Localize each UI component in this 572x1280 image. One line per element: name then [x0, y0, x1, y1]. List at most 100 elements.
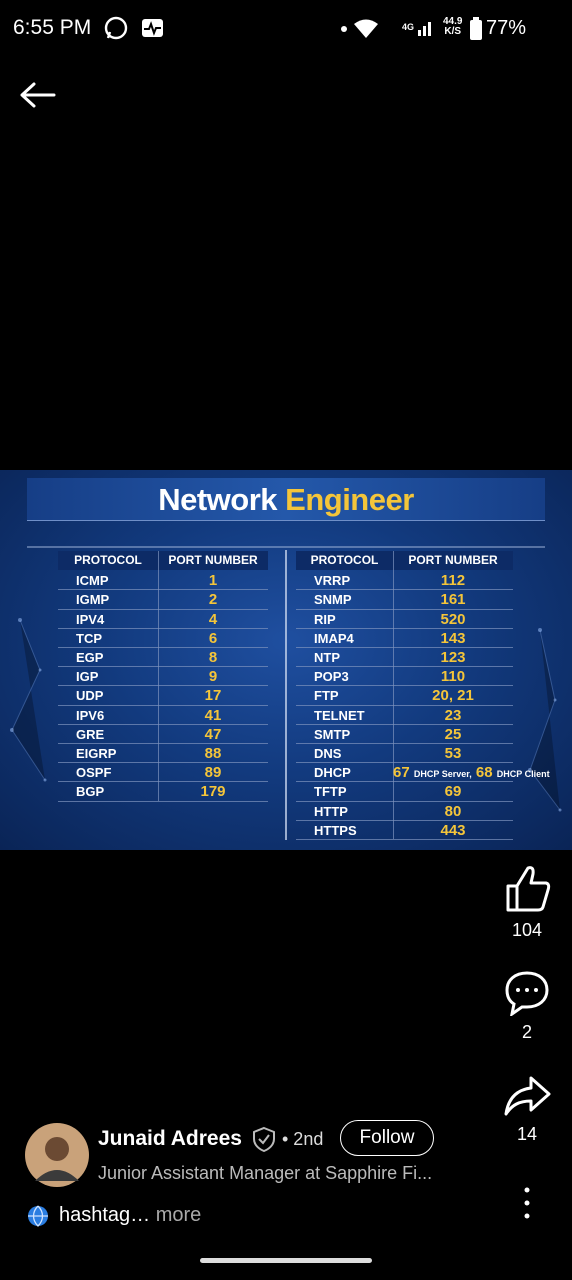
protocol-cell: HTTPS [314, 822, 357, 838]
title-banner: Network Engineer [27, 478, 545, 521]
row-line [296, 704, 513, 706]
status-time: 6:55 PM [13, 16, 92, 39]
row-line [296, 781, 513, 783]
image-decoration [10, 546, 562, 840]
protocol-cell: IMAP4 [314, 630, 354, 646]
port-cell: 47 [204, 725, 222, 743]
back-button[interactable] [18, 80, 58, 110]
battery-level: 77% [486, 17, 527, 39]
post-caption: hashtag… [59, 1204, 151, 1226]
column-divider [158, 551, 159, 801]
row-line [58, 781, 268, 783]
comment-button[interactable] [504, 970, 550, 1016]
port-cell: 179 [200, 783, 226, 801]
port-cell: 443 [440, 821, 466, 839]
port-cell: 88 [204, 745, 222, 762]
table-header-bg [296, 551, 513, 570]
author-headline: Junior Assistant Manager at Sapphire Fi.… [98, 1163, 433, 1183]
more-options[interactable] [520, 1186, 534, 1222]
row-line [296, 800, 513, 802]
port-cell: 520 [440, 610, 466, 628]
port-cell: 161 [440, 591, 466, 609]
port-cell: 67 DHCP Server, 68 DHCP Client [393, 763, 550, 782]
row-line [58, 627, 268, 629]
author-avatar[interactable] [25, 1123, 89, 1187]
title-word: Engineer [285, 482, 414, 517]
battery-icon [470, 17, 482, 40]
row-line [58, 589, 268, 591]
row-line [296, 839, 513, 840]
see-more[interactable]: more [155, 1204, 202, 1226]
home-indicator [200, 1258, 372, 1263]
port-cell: 1 [208, 572, 218, 590]
row-line [296, 685, 513, 687]
globe-icon [28, 1205, 48, 1227]
protocol-cell: VRRP [314, 573, 351, 589]
post-image[interactable]: Network Engineer PROTOCOL PORT NUMBER ICMP… [0, 470, 572, 850]
title-word: Network [158, 482, 278, 517]
status-icons-left [104, 16, 163, 40]
port-cell: 41 [204, 706, 222, 724]
verified-icon [253, 1126, 275, 1152]
row-line [58, 608, 268, 610]
network-type: 4G [402, 22, 415, 32]
image-title: Network Engineer [27, 482, 545, 518]
port-note: DHCP Client [496, 769, 550, 780]
protocol-cell: EIGRP [76, 746, 117, 761]
protocol-cell: UDP [76, 688, 104, 704]
row-line [296, 608, 513, 610]
row-line [296, 723, 513, 725]
row-line [58, 762, 268, 764]
protocol-cell: SMTP [314, 726, 351, 742]
port-cell: 89 [204, 764, 222, 782]
table-header: PORT NUMBER [168, 553, 258, 567]
port-cell: 69 [444, 783, 462, 801]
port-cell: 53 [444, 745, 462, 762]
protocol-cell: IPV6 [76, 707, 105, 723]
protocol-cell: SNMP [314, 592, 352, 608]
port-cell: 2 [208, 591, 218, 609]
like-button[interactable] [502, 864, 552, 914]
protocol-cell: ICMP [76, 573, 109, 589]
protocol-cell: HTTP [314, 803, 348, 819]
protocol-cell: IGMP [76, 592, 110, 608]
row-line [296, 666, 513, 668]
protocol-cell: DHCP [314, 765, 351, 781]
protocol-cell: TFTP [314, 784, 347, 800]
protocol-cell: FTP [314, 688, 339, 704]
port-cell: 8 [208, 649, 218, 666]
follow-button[interactable]: Follow [340, 1120, 434, 1156]
protocol-cell: TCP [76, 630, 102, 646]
port-cell: 80 [444, 802, 462, 820]
like-count: 104 [511, 920, 543, 940]
protocol-cell: GRE [76, 726, 105, 742]
protocol-cell: NTP [314, 650, 340, 665]
protocol-cell: EGP [76, 650, 104, 665]
row-line [58, 685, 268, 687]
share-button[interactable] [503, 1074, 551, 1118]
author-name[interactable]: Junaid Adrees [98, 1127, 242, 1150]
protocol-cell: POP3 [314, 669, 349, 685]
connection-degree: • 2nd [282, 1129, 324, 1149]
port-number: 68 [475, 764, 493, 782]
port-number: 67 [393, 764, 410, 782]
port-cell: 143 [440, 629, 466, 647]
port-cell: 17 [204, 687, 222, 705]
table-header: PROTOCOL [74, 553, 142, 567]
table-header: PORT NUMBER [408, 553, 498, 567]
row-line [296, 627, 513, 629]
port-cell: 6 [208, 629, 218, 647]
port-note: DHCP Server, [413, 769, 472, 780]
row-line [296, 647, 513, 648]
port-cell: 4 [208, 610, 218, 628]
row-line [58, 723, 268, 725]
row-line [58, 647, 268, 648]
row-line [296, 762, 513, 764]
row-line [296, 743, 513, 744]
port-cell: 20, 21 [432, 687, 474, 705]
port-cell: 23 [444, 706, 462, 724]
protocol-cell: OSPF [76, 765, 112, 781]
row-line [58, 666, 268, 668]
comment-count: 2 [521, 1022, 532, 1042]
